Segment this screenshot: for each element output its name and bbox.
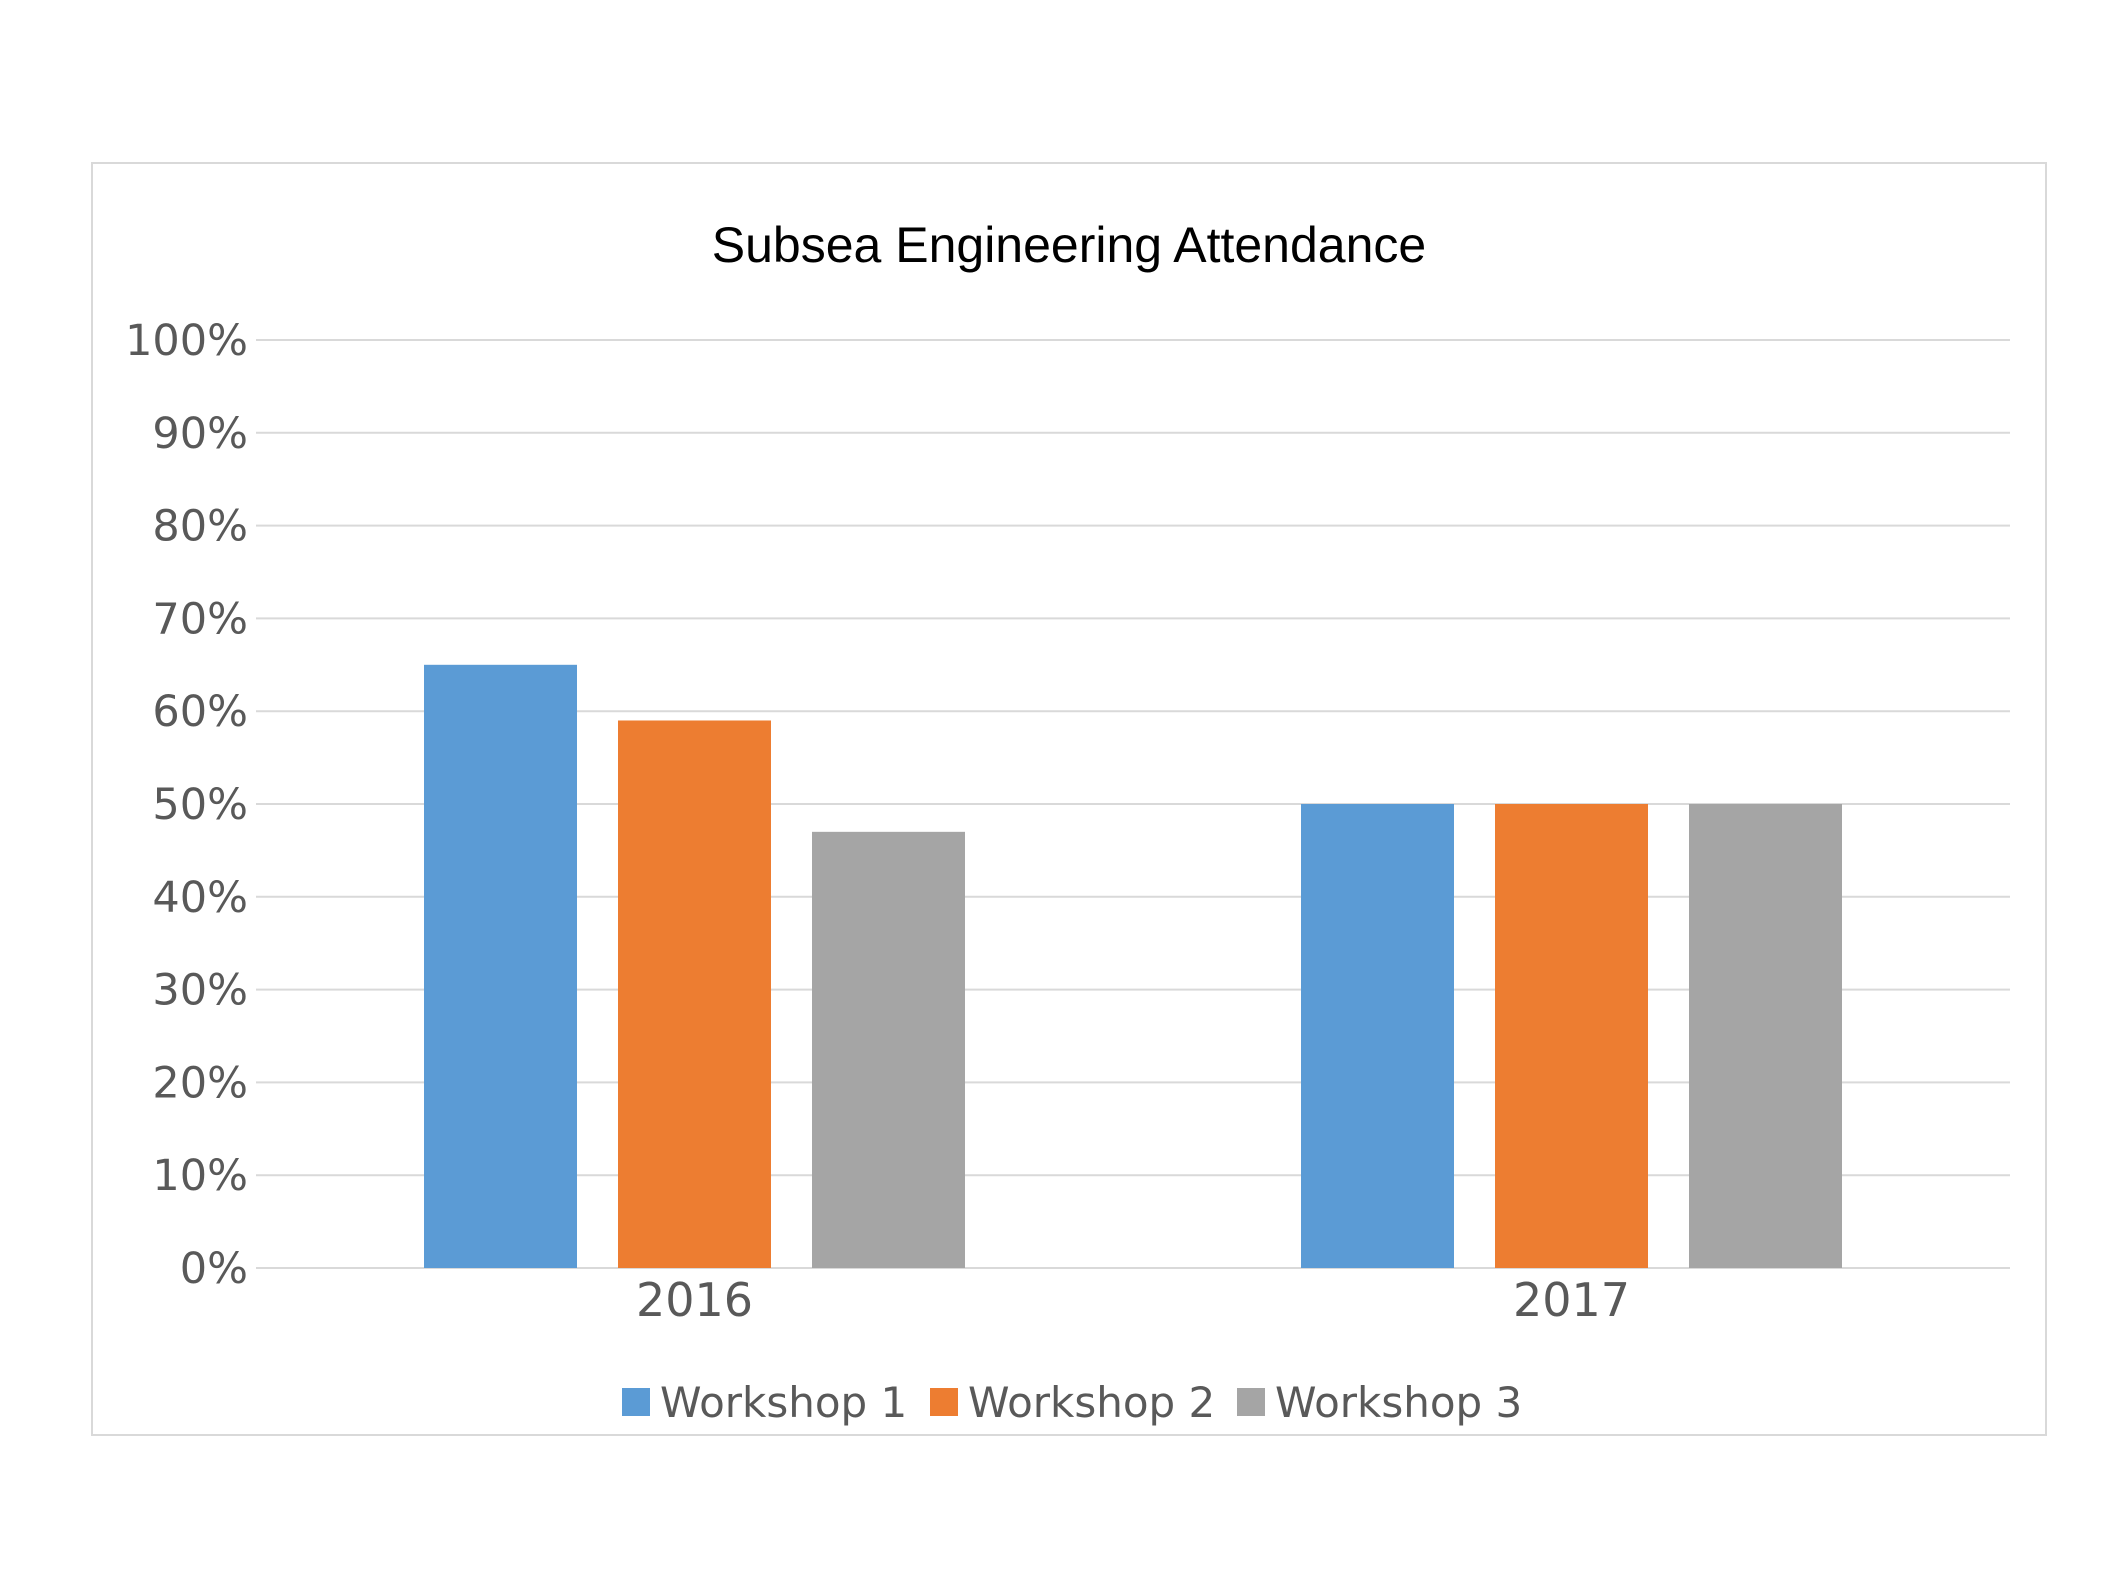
- legend-item-workshop-1: Workshop 1: [622, 1378, 907, 1427]
- legend-label: Workshop 2: [968, 1378, 1215, 1427]
- legend: Workshop 1 Workshop 2 Workshop 3: [622, 1378, 1522, 1427]
- bar-workshop-2-2016: [618, 720, 771, 1268]
- chart-title: Subsea Engineering Attendance: [712, 217, 1426, 273]
- bars: [424, 664, 1842, 1268]
- x-category-label: 2016: [636, 1273, 753, 1327]
- bar-workshop-3-2017: [1689, 804, 1842, 1268]
- y-tick-label: 40%: [152, 873, 248, 923]
- legend-swatch: [622, 1388, 650, 1416]
- y-tick-label: 20%: [152, 1058, 248, 1108]
- y-axis-tick-labels: 0% 10% 20% 30% 40% 50% 60% 70% 80% 90% 100%: [125, 316, 248, 1294]
- legend-item-workshop-3: Workshop 3: [1237, 1378, 1522, 1427]
- y-tick-label: 0%: [180, 1244, 248, 1294]
- legend-label: Workshop 1: [660, 1378, 907, 1427]
- y-tick-label: 80%: [152, 502, 248, 552]
- bar-workshop-1-2016: [424, 664, 577, 1268]
- y-tick-label: 70%: [152, 594, 248, 644]
- x-category-label: 2017: [1513, 1273, 1630, 1327]
- legend-swatch: [930, 1388, 958, 1416]
- bar-workshop-2-2017: [1495, 804, 1648, 1268]
- y-tick-label: 50%: [152, 780, 248, 830]
- y-tick-label: 90%: [152, 409, 248, 459]
- y-tick-label: 100%: [125, 316, 248, 366]
- x-axis-category-labels: 2016 2017: [636, 1273, 1630, 1327]
- bar-workshop-1-2017: [1301, 804, 1454, 1268]
- y-tick-label: 30%: [152, 966, 248, 1016]
- bar-workshop-3-2016: [812, 831, 965, 1268]
- legend-label: Workshop 3: [1275, 1378, 1522, 1427]
- legend-item-workshop-2: Workshop 2: [930, 1378, 1215, 1427]
- y-tick-label: 10%: [152, 1151, 248, 1201]
- y-tick-label: 60%: [152, 687, 248, 737]
- legend-swatch: [1237, 1388, 1265, 1416]
